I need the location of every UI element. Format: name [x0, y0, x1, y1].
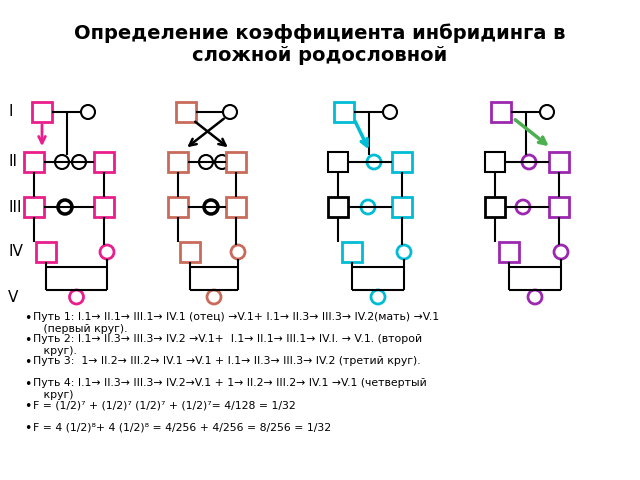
Bar: [176, 102, 196, 122]
Circle shape: [215, 155, 229, 169]
Bar: [24, 152, 44, 172]
Bar: [94, 197, 114, 217]
Circle shape: [397, 245, 411, 259]
Circle shape: [516, 200, 530, 214]
Circle shape: [528, 290, 542, 304]
Bar: [328, 152, 348, 172]
Circle shape: [540, 105, 554, 119]
Bar: [549, 152, 569, 172]
Bar: [392, 197, 412, 217]
Bar: [36, 242, 56, 262]
Circle shape: [58, 200, 72, 214]
Bar: [334, 102, 354, 122]
Bar: [180, 242, 200, 262]
Circle shape: [371, 290, 385, 304]
Circle shape: [522, 155, 536, 169]
Circle shape: [207, 290, 221, 304]
Text: •: •: [24, 378, 32, 391]
Bar: [499, 242, 519, 262]
Circle shape: [367, 155, 381, 169]
Circle shape: [72, 155, 86, 169]
Bar: [168, 152, 188, 172]
Text: II: II: [8, 155, 17, 169]
Circle shape: [361, 200, 375, 214]
Circle shape: [554, 245, 568, 259]
Text: Путь 4: I.1→ II.3→ III.3→ IV.2→V.1 + 1→ II.2→ III.2→ IV.1 →V.1 (четвертый
   кру: Путь 4: I.1→ II.3→ III.3→ IV.2→V.1 + 1→ …: [33, 378, 427, 399]
Bar: [485, 197, 505, 217]
Circle shape: [223, 105, 237, 119]
Text: III: III: [8, 200, 22, 215]
Bar: [32, 102, 52, 122]
Text: V: V: [8, 289, 19, 304]
Bar: [328, 197, 348, 217]
Circle shape: [199, 155, 213, 169]
Bar: [342, 242, 362, 262]
Circle shape: [55, 155, 69, 169]
Text: Определение коэффициента инбридинга в
сложной родословной: Определение коэффициента инбридинга в сл…: [74, 23, 566, 65]
Text: F = 4 (1/2)⁸+ 4 (1/2)⁸ = 4/256 + 4/256 = 8/256 = 1/32: F = 4 (1/2)⁸+ 4 (1/2)⁸ = 4/256 + 4/256 =…: [33, 422, 331, 432]
Bar: [549, 197, 569, 217]
Text: •: •: [24, 422, 32, 435]
Text: Путь 2: I.1→ II.3→ III.3→ IV.2 →V.1+  I.1→ II.1→ III.1→ IV.I. → V.1. (второй
   : Путь 2: I.1→ II.3→ III.3→ IV.2 →V.1+ I.1…: [33, 334, 422, 356]
Bar: [24, 197, 44, 217]
Bar: [226, 152, 246, 172]
Bar: [491, 102, 511, 122]
Bar: [226, 197, 246, 217]
Text: •: •: [24, 312, 32, 325]
Text: Путь 3:  1→ II.2→ III.2→ IV.1 →V.1 + I.1→ II.3→ III.3→ IV.2 (третий круг).: Путь 3: 1→ II.2→ III.2→ IV.1 →V.1 + I.1→…: [33, 356, 420, 366]
Circle shape: [70, 290, 83, 304]
Text: IV: IV: [8, 244, 23, 260]
Circle shape: [231, 245, 245, 259]
Text: •: •: [24, 400, 32, 413]
Bar: [94, 152, 114, 172]
Bar: [168, 197, 188, 217]
Circle shape: [100, 245, 114, 259]
Text: •: •: [24, 356, 32, 369]
Text: Путь 1: I.1→ II.1→ III.1→ IV.1 (отец) →V.1+ I.1→ II.3→ III.3→ IV.2(мать) →V.1
  : Путь 1: I.1→ II.1→ III.1→ IV.1 (отец) →V…: [33, 312, 439, 334]
Text: F = (1/2)⁷ + (1/2)⁷ (1/2)⁷ + (1/2)⁷= 4/128 = 1/32: F = (1/2)⁷ + (1/2)⁷ (1/2)⁷ + (1/2)⁷= 4/1…: [33, 400, 296, 410]
Circle shape: [383, 105, 397, 119]
Circle shape: [81, 105, 95, 119]
Text: •: •: [24, 334, 32, 347]
Bar: [485, 152, 505, 172]
Text: I: I: [8, 105, 13, 120]
Bar: [392, 152, 412, 172]
Circle shape: [204, 200, 218, 214]
